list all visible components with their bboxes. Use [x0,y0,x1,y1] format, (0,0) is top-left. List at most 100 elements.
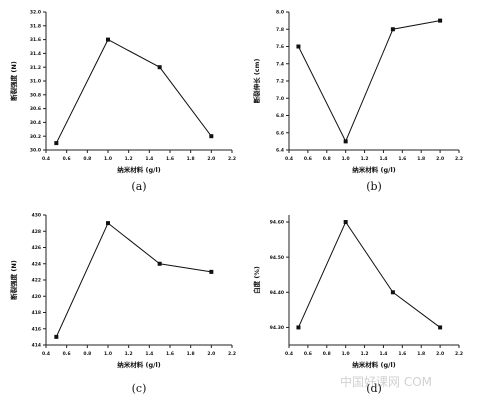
x-axis-label: 纳米材料 (g/l) [352,360,395,369]
x-tick-label: 2.0 [207,156,215,162]
y-tick-label: 30.6 [30,106,41,112]
y-axis-label: 断裂伸长 (cm) [252,59,261,104]
y-tick-label: 8.0 [276,10,284,16]
x-tick-label: 0.4 [42,351,50,357]
x-tick-label: 2.0 [436,351,444,357]
panel-label: (b) [366,180,382,193]
chart-2: 0.4 0.6 0.8 1.0 1.2 1.4 1.6 1.8 2.0 2.2 6.4 6.6 6.8 7… [252,10,463,193]
y-tick-label: 414 [32,343,41,349]
x-tick-label: 0.6 [304,156,312,162]
x-tick-label: 1.0 [342,351,350,357]
data-point [106,37,110,42]
y-tick-label: 424 [32,261,41,267]
y-tick-label: 94.40 [270,290,284,296]
x-tick-label: 0.8 [323,156,331,162]
y-axis-label: 断裂强度 (N) [9,61,18,101]
x-tick-label: 1.0 [104,156,112,162]
data-point [209,269,214,274]
data-point [343,139,348,144]
x-tick-label: 1.4 [379,156,387,162]
chart-1: 0.4 0.6 0.8 1.0 1.2 1.4 1.6 1.8 2.0 2.2 30.0 30.2 30… [9,10,236,193]
y-axis-label: 断裂强度 (N) [9,260,18,300]
x-tick-label: 1.6 [398,156,406,162]
x-tick-label: 1.2 [361,351,369,357]
y-tick-label: 31.0 [30,79,41,85]
x-tick-label: 0.8 [83,156,91,162]
y-tick-label: 422 [32,278,41,284]
x-tick-label: 0.4 [285,156,293,162]
y-tick-label: 416 [32,326,41,332]
y-tick-label: 30.2 [30,134,41,140]
y-tick-label: 31.8 [30,23,41,29]
series-line [297,220,441,328]
data-point [296,325,301,330]
data-point [438,18,443,23]
panel-label: (c) [132,382,147,395]
y-tick-label: 430 [32,213,41,219]
data-point [54,334,59,339]
x-tick-label: 0.4 [42,156,50,162]
data-point [54,141,59,146]
x-tick-label: 0.4 [285,351,293,357]
y-tick-label: 32.0 [30,10,41,16]
x-tick-label: 1.4 [379,351,387,357]
panel-label: (d) [366,382,382,395]
x-tick-label: 2.2 [455,156,463,162]
y-tick-label: 7.0 [276,96,284,102]
y-tick-label: 31.6 [30,37,41,43]
data-point [390,27,395,32]
y-tick-label: 31.4 [30,51,41,57]
x-tick-label: 0.8 [83,351,91,357]
y-tick-label: 7.4 [276,61,284,67]
y-axis-label: 白度 (%) [252,266,261,294]
data-point [106,221,110,226]
x-tick-label: 1.4 [145,351,153,357]
x-tick-label: 2.2 [228,351,236,357]
y-tick-label: 94.30 [270,325,284,331]
data-point [343,220,348,225]
series-line [55,38,212,144]
y-tick-label: 6.8 [276,113,284,119]
x-tick-label: 1.8 [187,156,195,162]
x-tick-label: 1.4 [145,156,153,162]
x-tick-label: 1.8 [187,351,195,357]
x-tick-label: 2.2 [228,156,236,162]
series-line [297,20,441,143]
x-tick-label: 0.6 [63,351,71,357]
x-tick-label: 1.0 [342,156,350,162]
data-point [157,261,162,266]
y-tick-label: 94.50 [270,255,284,261]
y-tick-label: 418 [32,310,41,316]
x-tick-label: 1.6 [166,351,174,357]
panel-label: (a) [131,180,146,193]
x-tick-label: 1.8 [417,156,425,162]
y-tick-label: 7.6 [276,44,284,50]
series-line [55,222,212,338]
chart-3: 0.4 0.6 0.8 1.0 1.2 1.4 1.6 1.8 2.0 2.2 414 416 418 4… [9,213,236,395]
y-tick-label: 426 [32,245,41,251]
y-tick-label: 7.8 [276,27,284,33]
data-point [157,65,162,70]
chart-4: 0.4 0.6 0.8 1.0 1.2 1.4 1.6 1.8 2.0 2.2 94.30 94.40… [252,215,463,395]
x-axis-label: 纳米材料 (g/l) [352,165,395,174]
x-tick-label: 1.6 [398,351,406,357]
y-tick-label: 7.2 [276,79,284,85]
y-tick-label: 428 [32,229,41,235]
x-axis-label: 纳米材料 (g/l) [117,360,160,369]
x-tick-label: 1.8 [417,351,425,357]
x-tick-label: 0.8 [323,351,331,357]
watermark: 中国好课网 COM [340,374,432,389]
y-tick-label: 30.4 [30,120,41,126]
x-tick-label: 1.6 [166,156,174,162]
x-tick-label: 0.6 [304,351,312,357]
x-axis-label: 纳米材料 (g/l) [117,165,160,174]
data-point [438,325,443,330]
data-point [209,134,214,139]
y-tick-label: 6.4 [276,148,284,154]
x-tick-label: 2.0 [207,351,215,357]
x-tick-label: 2.2 [455,351,463,357]
y-tick-label: 31.2 [30,65,41,71]
data-point [296,44,301,49]
x-tick-label: 2.0 [436,156,444,162]
